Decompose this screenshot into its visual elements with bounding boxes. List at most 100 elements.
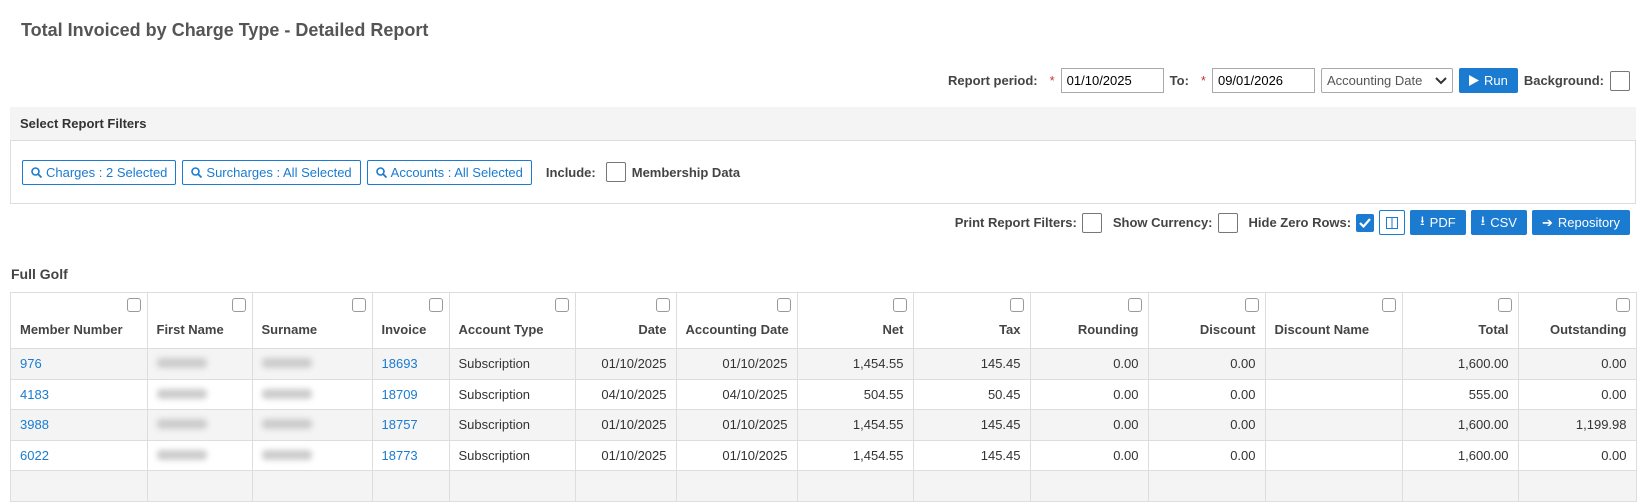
column-header[interactable]: Discount Name — [1264, 292, 1403, 349]
cell-text: 50.45 — [987, 386, 1021, 402]
table-cell — [675, 470, 798, 502]
table-row: 4183 18709 Subscription 04/10/2025 04/10/202… — [10, 378, 1637, 410]
table-cell: 145.45 — [912, 439, 1031, 471]
column-header[interactable]: Invoice — [371, 292, 450, 349]
cell-link[interactable]: 18709 — [381, 386, 418, 402]
required-mark: * — [1200, 73, 1206, 88]
pdf-button[interactable]: ⭳ PDF — [1410, 210, 1466, 235]
show-currency-checkbox[interactable] — [1217, 212, 1238, 233]
filter-button-text: Accounts : All Selected — [390, 164, 523, 180]
table-cell: 0.00 — [1517, 439, 1637, 471]
column-header-text: Rounding — [1077, 322, 1139, 337]
column-header[interactable]: Total — [1401, 292, 1519, 349]
repository-button[interactable]: ➔ Repository — [1531, 210, 1630, 235]
column-header[interactable]: Outstanding — [1517, 292, 1637, 349]
table-cell: 1,600.00 — [1401, 439, 1519, 471]
cell-text: 0.00 — [1230, 386, 1256, 402]
cell-text: 1,454.55 — [852, 356, 904, 372]
sort-icon — [1381, 298, 1396, 312]
background-checkbox[interactable] — [1610, 70, 1630, 91]
filter-button[interactable]: Surcharges : All Selected — [182, 159, 361, 185]
filter-button[interactable]: Charges : 2 Selected — [22, 159, 177, 185]
table-cell: 1,454.55 — [796, 439, 914, 471]
column-header[interactable]: First Name — [146, 292, 253, 349]
table-cell: 1,454.55 — [796, 409, 914, 441]
table-cell: 0.00 — [1147, 409, 1266, 441]
table-cell: 18693 — [371, 348, 450, 380]
cell-link[interactable]: 18757 — [381, 417, 418, 433]
sort-icon — [1615, 298, 1630, 312]
table-cell: 01/10/2025 — [574, 439, 677, 471]
redacted-text — [156, 449, 207, 460]
play-icon — [1468, 75, 1479, 86]
cell-text: 0.00 — [1113, 447, 1139, 463]
column-header[interactable]: Member Number — [10, 292, 148, 349]
date-type-select[interactable]: Accounting Date — [1320, 68, 1453, 93]
cell-text: 01/10/2025 — [601, 356, 667, 372]
cell-text: 01/10/2025 — [722, 356, 788, 372]
cell-text: Subscription — [458, 356, 531, 372]
column-header-text: Surname — [261, 322, 318, 337]
cell-link[interactable]: 976 — [20, 356, 42, 372]
table-cell — [1147, 470, 1266, 502]
pdf-text: PDF — [1429, 215, 1456, 230]
table-cell: 0.00 — [1029, 348, 1149, 380]
cell-text: 1,454.55 — [852, 447, 904, 463]
cell-link[interactable]: 6022 — [20, 447, 49, 463]
chevron — [1435, 76, 1447, 84]
sort-icon — [892, 298, 907, 312]
period-bar: Report period: * 01/10/2025 To: * 09/01/… — [948, 68, 1630, 93]
column-header-text: Net — [882, 322, 904, 337]
hide-zero-checkbox[interactable] — [1356, 213, 1375, 232]
column-header[interactable]: Discount — [1147, 292, 1266, 349]
cell-text: 0.00 — [1601, 386, 1627, 402]
column-header[interactable]: Tax — [912, 292, 1031, 349]
cell-text: 1,600.00 — [1457, 417, 1509, 433]
cell-text: 0.00 — [1113, 356, 1139, 372]
membership-checkbox[interactable] — [605, 162, 626, 182]
table-row — [10, 470, 1637, 502]
to-date-input[interactable]: 09/01/2026 — [1211, 68, 1315, 93]
filter-button[interactable]: Accounts : All Selected — [366, 159, 532, 185]
table-row: 976 18693 Subscription 01/10/2025 01/10/2025… — [10, 348, 1637, 380]
column-header[interactable]: Account Type — [448, 292, 576, 349]
redacted-text — [261, 358, 312, 369]
csv-button[interactable]: ⭳ CSV — [1470, 210, 1527, 235]
cell-text: 555.00 — [1468, 386, 1509, 402]
cell-text: 145.45 — [980, 447, 1021, 463]
filter-button-text: Surcharges : All Selected — [206, 164, 352, 180]
columns-button[interactable] — [1379, 210, 1406, 235]
table-cell — [146, 378, 253, 410]
sort-icon — [1244, 298, 1259, 312]
column-header-text: Total — [1478, 322, 1509, 337]
from-date-input[interactable]: 01/10/2025 — [1060, 68, 1164, 93]
cell-link[interactable]: 18773 — [381, 447, 418, 463]
run-button[interactable]: Run — [1458, 68, 1518, 93]
cell-text: 0.00 — [1113, 386, 1139, 402]
table-cell: Subscription — [448, 378, 576, 410]
table-cell: 1,600.00 — [1401, 348, 1519, 380]
cell-text: 0.00 — [1230, 356, 1256, 372]
column-header[interactable]: Surname — [251, 292, 373, 349]
column-header[interactable]: Net — [796, 292, 914, 349]
table-cell: 3988 — [10, 409, 148, 441]
column-header[interactable]: Rounding — [1029, 292, 1149, 349]
table-cell: 145.45 — [912, 409, 1031, 441]
cell-link[interactable]: 4183 — [20, 386, 49, 402]
check-icon — [1359, 217, 1371, 228]
column-header[interactable]: Accounting Date — [675, 292, 798, 349]
cell-text: 1,600.00 — [1457, 356, 1509, 372]
table-cell: 504.55 — [796, 378, 914, 410]
cell-link[interactable]: 3988 — [20, 417, 49, 433]
cell-link[interactable]: 18693 — [381, 356, 418, 372]
table-row: 6022 18773 Subscription 01/10/2025 01/10/202… — [10, 439, 1637, 471]
print-filters-checkbox[interactable] — [1081, 212, 1102, 233]
table-cell: 0.00 — [1517, 378, 1637, 410]
column-header[interactable]: Date — [574, 292, 677, 349]
cell-text: 01/10/2025 — [601, 417, 667, 433]
show-currency-label: Show Currency: — [1112, 215, 1213, 230]
run-text: Run — [1483, 73, 1508, 88]
redacted-text — [261, 388, 312, 399]
table-cell: 0.00 — [1029, 439, 1149, 471]
column-header-text: Account Type — [458, 322, 544, 337]
